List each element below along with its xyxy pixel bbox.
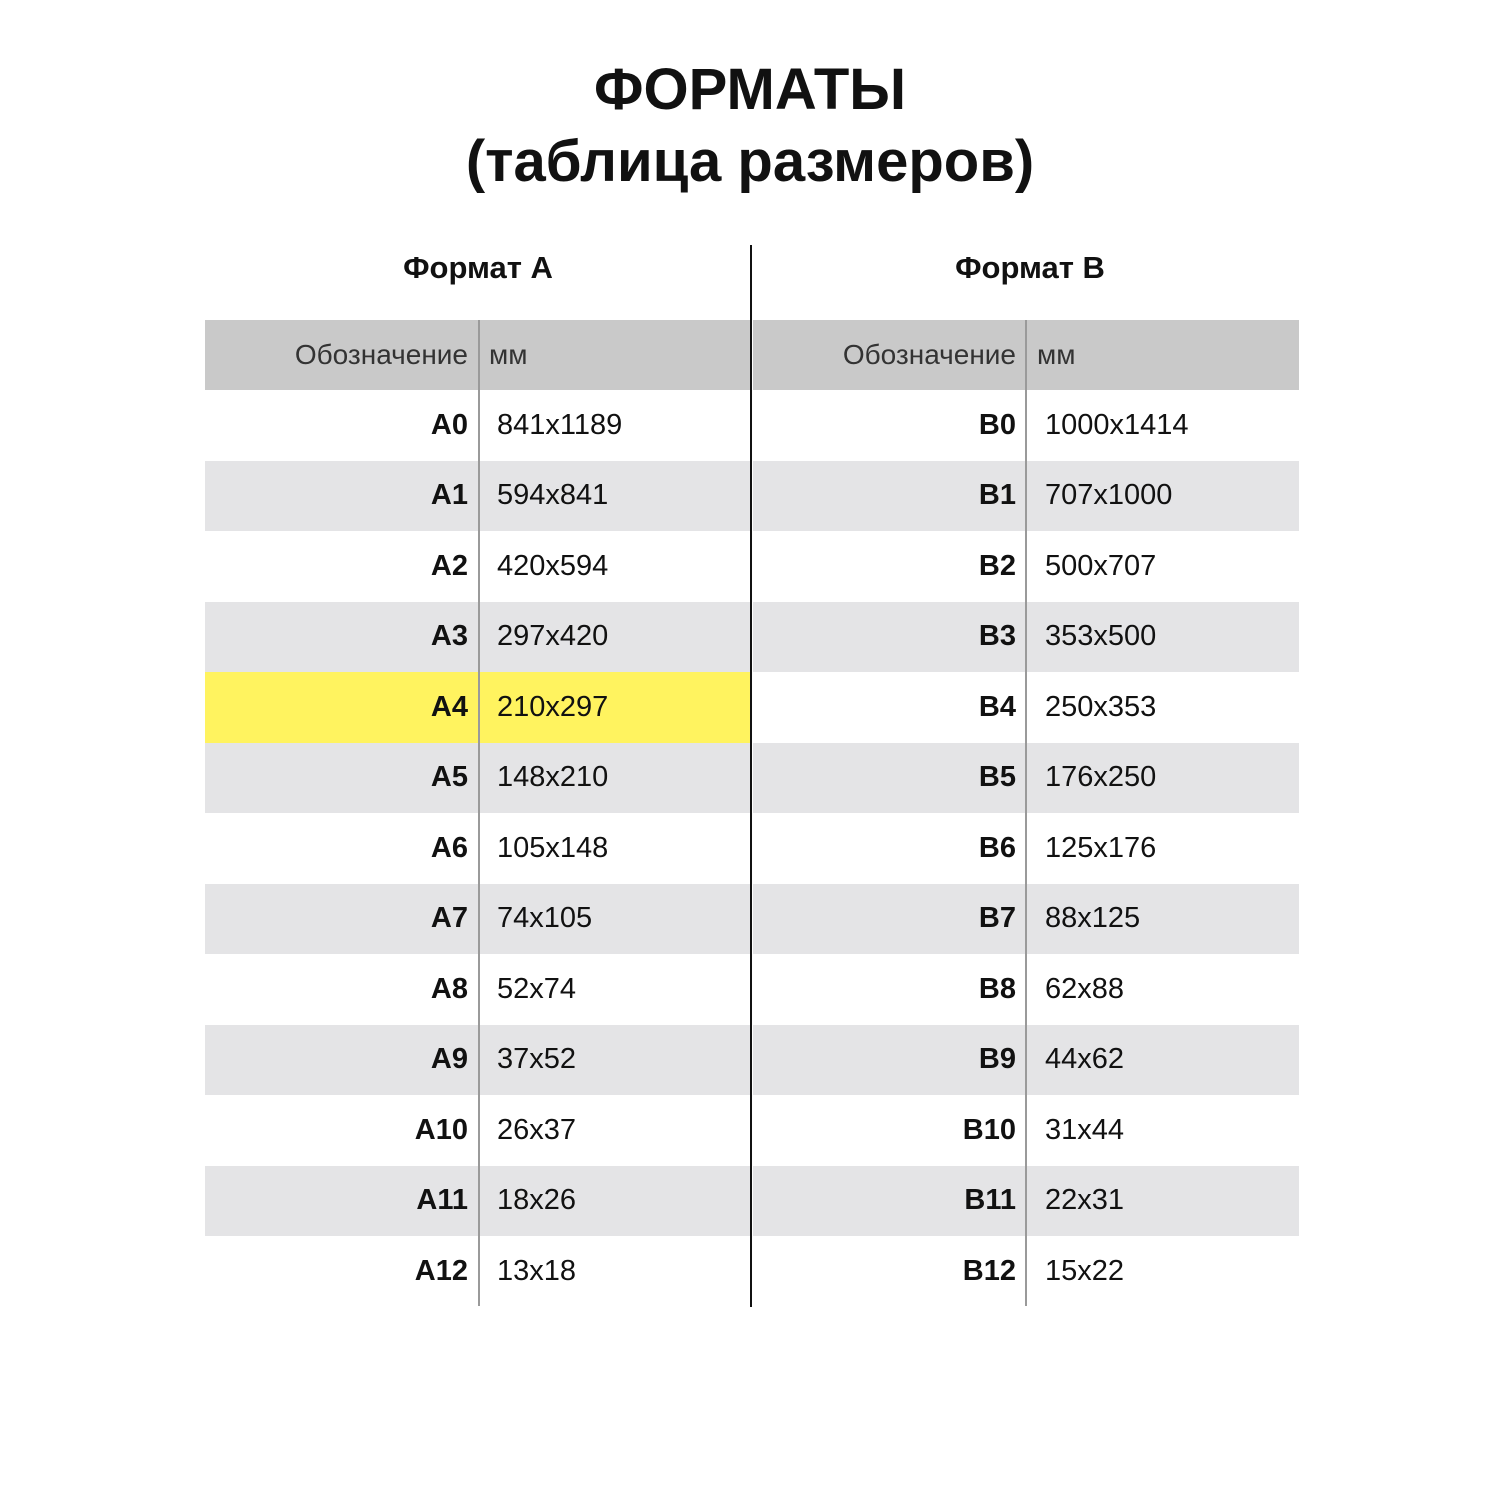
format-size: 210x297 — [497, 690, 609, 723]
format-size: 148x210 — [497, 761, 609, 794]
format-size: 353x500 — [1045, 620, 1157, 653]
column-divider — [1025, 320, 1027, 1306]
table-row: B10 31x44 — [753, 1095, 1299, 1166]
format-size: 44x62 — [1045, 1043, 1125, 1076]
page-subtitle: (таблица размеров) — [465, 129, 1035, 194]
column-header-designation: Обозначение — [294, 339, 468, 370]
table-row: B6 125x176 — [753, 813, 1299, 884]
format-size: 707x1000 — [1045, 479, 1173, 512]
page-title: ФОРМАТЫ — [593, 57, 907, 122]
format-designation: A8 — [430, 972, 468, 1005]
format-designation: A0 — [430, 408, 468, 441]
format-size: 31x44 — [1045, 1113, 1125, 1146]
table-row: A12 13x18 — [205, 1236, 751, 1307]
format-designation: A1 — [430, 479, 468, 512]
column-header-designation: Обозначение — [842, 339, 1016, 370]
column-header-mm: мм — [489, 339, 528, 370]
format-size: 105x148 — [497, 831, 609, 864]
table-row: B2 500x707 — [753, 531, 1299, 602]
table-row: A0 841x1189 — [205, 390, 751, 461]
format-designation: A10 — [414, 1113, 468, 1146]
format-size: 420x594 — [497, 549, 609, 582]
format-size: 841x1189 — [497, 408, 623, 441]
format-size: 13x18 — [497, 1254, 577, 1287]
section-heading-b: Формат В — [955, 250, 1105, 285]
format-size: 88x125 — [1045, 902, 1141, 935]
table-row: B4 250x353 — [753, 672, 1299, 743]
format-designation: B1 — [978, 479, 1016, 512]
format-designation: B8 — [978, 972, 1016, 1005]
format-designation: A7 — [430, 902, 468, 935]
table-row: A6 105x148 — [205, 813, 751, 884]
format-designation: B9 — [978, 1043, 1016, 1076]
table-row: A2 420x594 — [205, 531, 751, 602]
format-size: 22x31 — [1045, 1184, 1125, 1217]
format-designation: B7 — [978, 902, 1016, 935]
table-row: B8 62x88 — [753, 954, 1299, 1025]
format-designation: A2 — [430, 549, 468, 582]
format-designation: B11 — [964, 1184, 1016, 1217]
format-size: 26x37 — [497, 1113, 577, 1146]
format-designation: B10 — [962, 1113, 1016, 1146]
format-size: 15x22 — [1045, 1254, 1125, 1287]
format-designation: A11 — [416, 1184, 468, 1217]
table-row: B0 1000x1414 — [753, 390, 1299, 461]
format-designation: B5 — [978, 761, 1016, 794]
format-size: 176x250 — [1045, 761, 1157, 794]
format-size: 62x88 — [1045, 972, 1125, 1005]
center-divider — [750, 245, 752, 1307]
format-designation: A3 — [430, 620, 468, 653]
format-size: 297x420 — [497, 620, 609, 653]
format-designation: A9 — [430, 1043, 468, 1076]
format-size: 37x52 — [497, 1043, 577, 1076]
format-designation: B2 — [978, 549, 1016, 582]
format-size: 52x74 — [497, 972, 577, 1005]
column-divider — [478, 320, 480, 1306]
table-row: A8 52x74 — [205, 954, 751, 1025]
format-size: 125x176 — [1045, 831, 1157, 864]
format-size: 18x26 — [497, 1184, 577, 1217]
format-size: 594x841 — [497, 479, 609, 512]
format-designation: A4 — [430, 690, 468, 723]
table-row: A10 26x37 — [205, 1095, 751, 1166]
format-size: 500x707 — [1045, 549, 1157, 582]
format-size: 250x353 — [1045, 690, 1157, 723]
format-designation: B6 — [978, 831, 1016, 864]
format-designation: A5 — [430, 761, 468, 794]
column-header-mm: мм — [1037, 339, 1076, 370]
format-designation: A6 — [430, 831, 468, 864]
format-size: 74x105 — [497, 902, 593, 935]
format-designation: B0 — [978, 408, 1016, 441]
format-designation: B12 — [962, 1254, 1016, 1287]
table-row: B12 15x22 — [753, 1236, 1299, 1307]
format-designation: B3 — [978, 620, 1016, 653]
format-size: 1000x1414 — [1045, 408, 1189, 441]
format-designation: A12 — [414, 1254, 468, 1287]
format-designation: B4 — [978, 690, 1016, 723]
section-heading-a: Формат А — [403, 250, 553, 285]
